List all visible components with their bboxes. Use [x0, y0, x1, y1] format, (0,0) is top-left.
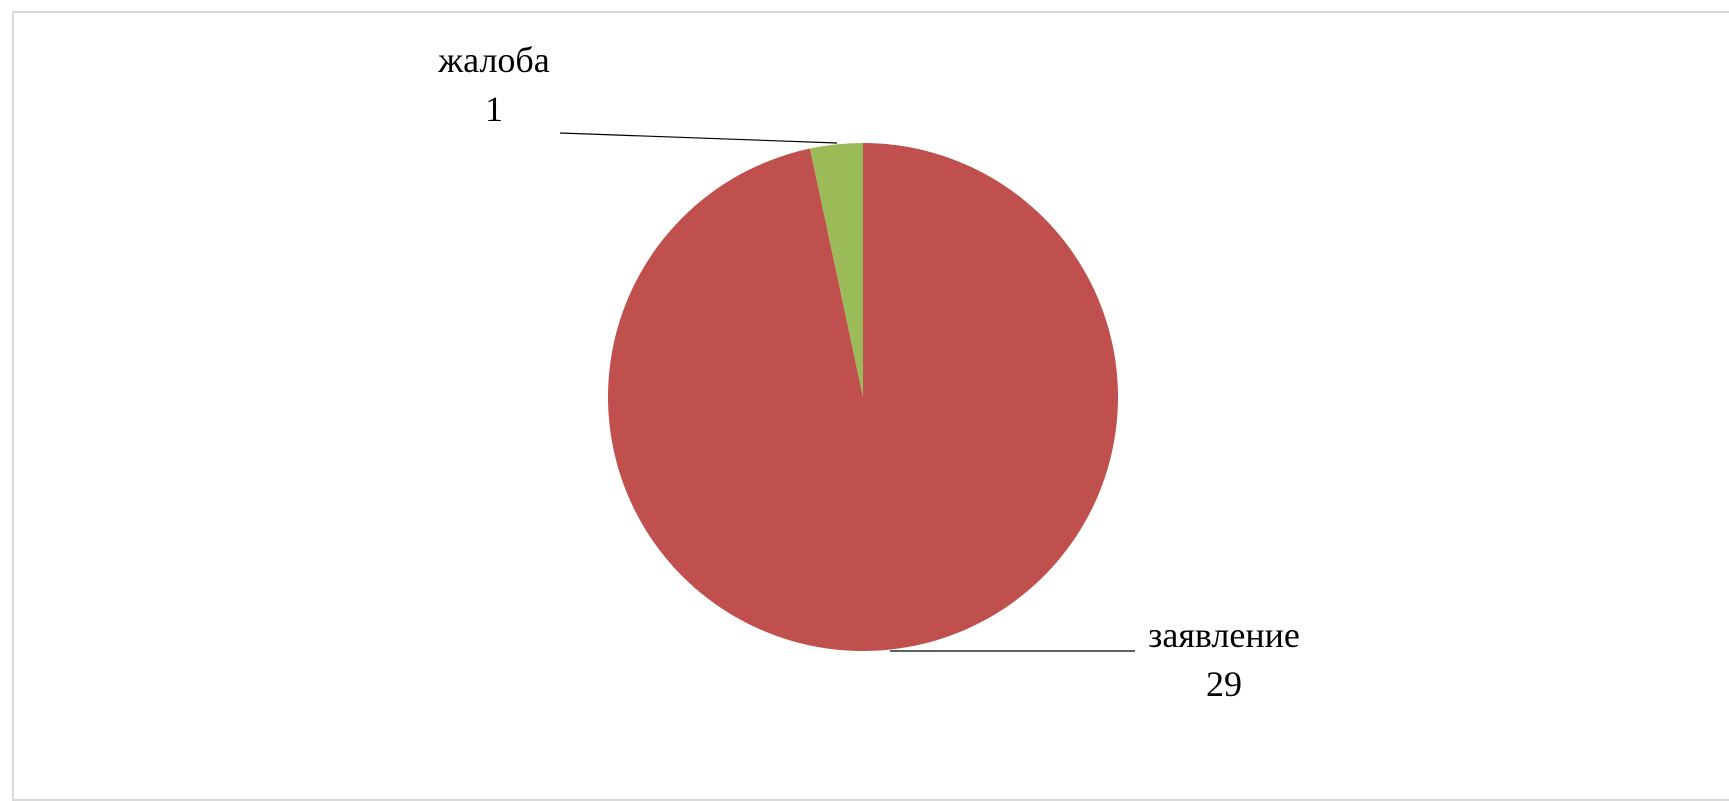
pie-slice-zayavlenie: [608, 143, 1119, 651]
pie-chart: жалоба 1 заявление 29: [437, 40, 1300, 704]
data-label-zhaloba-name: жалоба: [437, 40, 549, 80]
data-label-zhaloba-value: 1: [485, 89, 503, 129]
pie-slice-zhaloba: [809, 143, 863, 397]
leader-line-zhaloba: [559, 132, 838, 144]
data-label-zayavlenie-name: заявление: [1148, 615, 1300, 655]
data-label-zayavlenie-value: 29: [1206, 664, 1242, 704]
pie-slices: [608, 143, 1119, 651]
